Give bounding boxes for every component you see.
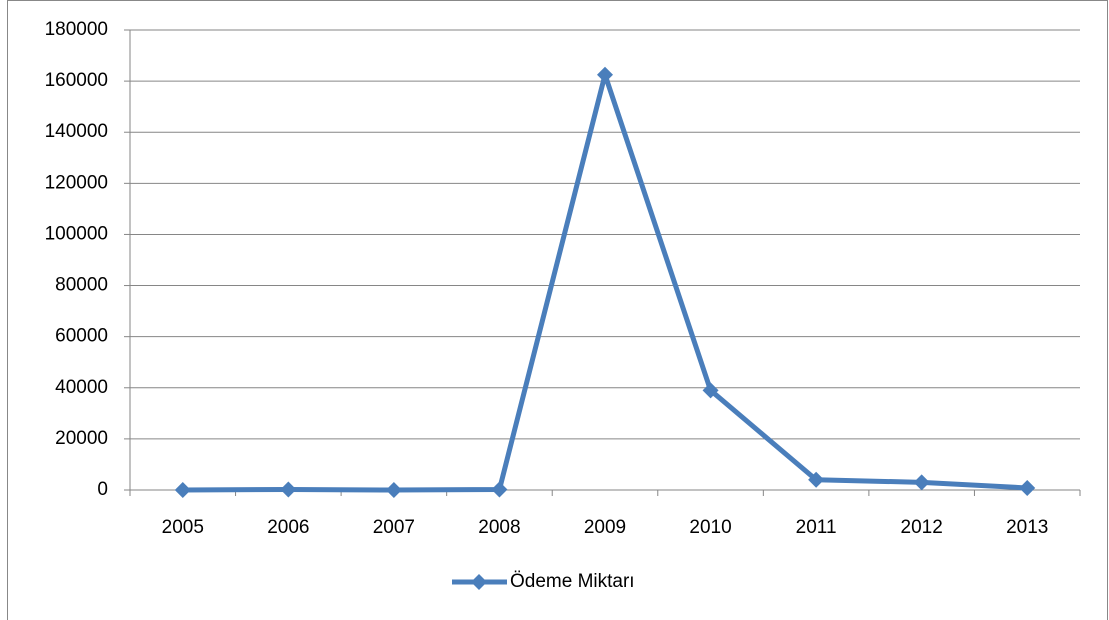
x-tick-label: 2013 — [1006, 517, 1048, 538]
x-tick-label: 2009 — [584, 517, 626, 538]
y-tick-label: 140000 — [45, 121, 108, 142]
data-point — [597, 66, 613, 83]
x-tick-label: 2005 — [162, 517, 204, 538]
data-point — [491, 481, 508, 498]
y-tick-label: 180000 — [45, 19, 108, 40]
x-tick-label: 2011 — [796, 517, 837, 538]
data-point — [702, 382, 719, 399]
data-point — [913, 474, 930, 491]
legend-marker — [471, 574, 487, 590]
legend-label: Ödeme Miktarı — [510, 571, 635, 592]
data-point — [280, 481, 297, 498]
data-point — [385, 482, 402, 498]
data-point — [1019, 479, 1036, 496]
chart-frame — [7, 0, 1108, 620]
x-tick-label: 2007 — [373, 517, 415, 538]
y-tick-label: 100000 — [45, 223, 108, 244]
x-tick-label: 2006 — [267, 517, 309, 538]
data-point — [808, 471, 825, 488]
y-tick-label: 60000 — [55, 326, 108, 347]
y-tick-label: 80000 — [55, 275, 108, 296]
y-tick-label: 120000 — [45, 172, 108, 193]
x-tick-label: 2008 — [478, 517, 520, 538]
x-tick-label: 2010 — [689, 517, 731, 538]
y-tick-label: 20000 — [55, 428, 108, 449]
y-tick-label: 40000 — [55, 377, 108, 398]
x-tick-label: 2012 — [901, 517, 943, 538]
data-point — [174, 482, 191, 498]
y-tick-label: 0 — [97, 479, 108, 500]
series-line — [182, 72, 1028, 493]
y-tick-label: 160000 — [45, 70, 108, 91]
